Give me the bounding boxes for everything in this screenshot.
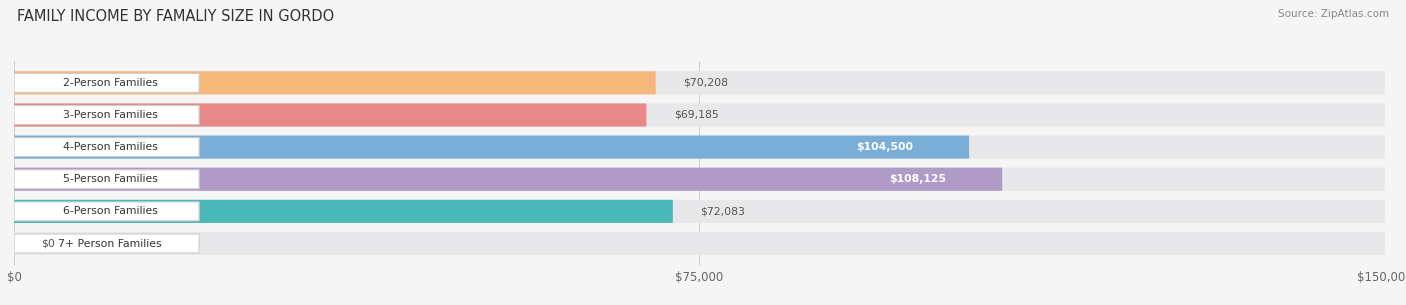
Text: 7+ Person Families: 7+ Person Families [59,239,162,249]
FancyBboxPatch shape [14,103,647,127]
Text: 2-Person Families: 2-Person Families [63,78,157,88]
FancyBboxPatch shape [14,135,1385,159]
FancyBboxPatch shape [14,168,1385,191]
FancyBboxPatch shape [14,200,1385,223]
Text: $108,125: $108,125 [889,174,946,184]
FancyBboxPatch shape [14,232,1385,255]
FancyBboxPatch shape [14,234,200,253]
Text: 4-Person Families: 4-Person Families [63,142,157,152]
Text: $70,208: $70,208 [683,78,728,88]
FancyBboxPatch shape [14,103,1385,127]
FancyBboxPatch shape [14,71,655,95]
Text: 5-Person Families: 5-Person Families [63,174,157,184]
Text: $72,083: $72,083 [700,206,745,216]
FancyBboxPatch shape [14,170,200,189]
FancyBboxPatch shape [14,71,1385,95]
FancyBboxPatch shape [14,168,1002,191]
FancyBboxPatch shape [14,106,200,124]
Text: 6-Person Families: 6-Person Families [63,206,157,216]
FancyBboxPatch shape [14,138,200,156]
FancyBboxPatch shape [14,135,969,159]
Text: $104,500: $104,500 [856,142,912,152]
Text: $0: $0 [42,239,55,249]
Text: Source: ZipAtlas.com: Source: ZipAtlas.com [1278,9,1389,19]
Text: 3-Person Families: 3-Person Families [63,110,157,120]
FancyBboxPatch shape [817,138,950,156]
Text: $69,185: $69,185 [673,110,718,120]
FancyBboxPatch shape [14,202,200,221]
FancyBboxPatch shape [14,200,673,223]
FancyBboxPatch shape [14,74,200,92]
Text: FAMILY INCOME BY FAMALIY SIZE IN GORDO: FAMILY INCOME BY FAMALIY SIZE IN GORDO [17,9,335,24]
FancyBboxPatch shape [851,171,984,188]
